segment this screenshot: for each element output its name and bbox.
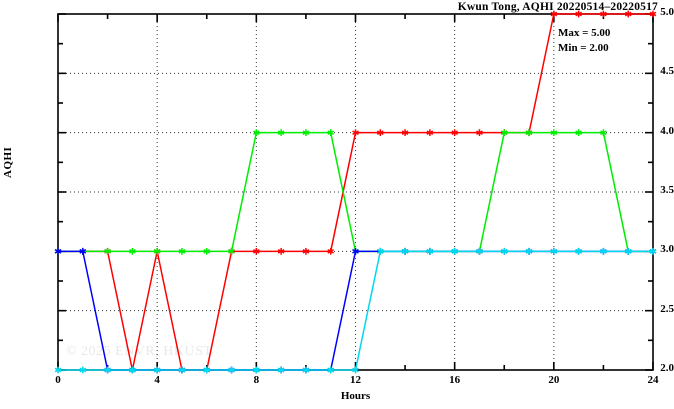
data-point-marker [277, 247, 285, 255]
data-point-marker [451, 247, 458, 255]
data-point-marker [54, 247, 62, 255]
data-point-marker [550, 247, 558, 255]
data-point-marker [352, 129, 359, 137]
axis-ticks [57, 13, 654, 371]
x-tick-label: 4 [154, 374, 160, 386]
data-point-marker [426, 247, 434, 255]
data-point-marker [352, 366, 359, 374]
max-annotation: Max = 5.00 [558, 27, 611, 39]
data-point-marker [376, 129, 384, 137]
data-point-marker [624, 10, 632, 18]
data-point-marker [327, 247, 335, 255]
x-tick-label: 16 [449, 374, 461, 386]
data-point-marker [575, 247, 582, 255]
data-point-marker [302, 366, 310, 374]
data-point-marker [253, 247, 260, 255]
data-point-marker [178, 366, 186, 374]
x-tick-label: 20 [548, 374, 560, 386]
data-point-marker [525, 129, 533, 137]
data-point-marker [550, 10, 558, 18]
data-point-marker [104, 247, 111, 255]
data-point-marker [79, 366, 87, 374]
y-tick-label: 2.5 [660, 302, 674, 315]
y-tick-label: 3.5 [660, 184, 674, 196]
data-point-marker [451, 129, 458, 137]
data-point-marker [401, 129, 409, 137]
series-20220517 [54, 247, 657, 374]
gridlines [58, 14, 653, 370]
data-point-marker [203, 366, 211, 374]
data-point-marker [253, 129, 260, 137]
data-point-marker [129, 366, 136, 374]
x-tick-label: 0 [55, 374, 61, 386]
data-point-marker [476, 247, 483, 255]
series-20220515 [54, 129, 657, 255]
x-axis-label: Hours [340, 390, 371, 402]
data-point-marker [327, 366, 335, 374]
data-point-marker [500, 129, 508, 137]
data-point-marker [153, 366, 161, 374]
data-point-marker [79, 247, 87, 255]
data-point-marker [600, 129, 607, 137]
data-point-marker [624, 247, 632, 255]
data-point-marker [104, 366, 111, 374]
data-point-marker [352, 247, 359, 255]
data-point-marker [54, 366, 62, 374]
data-point-marker [327, 129, 335, 137]
x-tick-label: 24 [647, 374, 659, 386]
data-point-marker [203, 247, 211, 255]
data-point-marker [277, 129, 285, 137]
data-point-marker [649, 10, 657, 18]
chart-title: Kwun Tong, AQHI 20220514–20220517 [457, 1, 658, 13]
y-tick-label: 4.5 [660, 65, 674, 78]
data-point-marker [228, 366, 235, 374]
data-point-marker [525, 247, 533, 255]
data-point-marker [575, 10, 582, 18]
data-point-marker [302, 247, 310, 255]
min-annotation: Min = 2.00 [558, 42, 609, 54]
data-point-marker [500, 247, 508, 255]
data-point-marker [426, 129, 434, 137]
data-point-marker [649, 247, 657, 255]
data-point-marker [253, 366, 260, 374]
data-point-marker [302, 129, 310, 137]
data-point-marker [401, 247, 409, 255]
data-point-marker [575, 129, 582, 137]
x-tick-label: 12 [350, 374, 361, 386]
data-point-marker [277, 366, 285, 374]
data-point-marker [600, 247, 607, 255]
y-tick-label: 3.0 [660, 243, 674, 256]
data-point-marker [376, 247, 384, 255]
data-point-marker [476, 129, 483, 137]
data-point-marker [129, 247, 136, 255]
x-tick-label: 8 [253, 374, 260, 386]
y-tick-label: 2.0 [660, 362, 674, 374]
data-point-marker [600, 10, 607, 18]
data-point-marker [228, 247, 235, 255]
y-tick-label: 4.0 [660, 124, 674, 137]
data-point-marker [550, 129, 558, 137]
data-point-marker [178, 247, 186, 255]
data-point-marker [153, 247, 161, 255]
axis-frame [57, 13, 654, 371]
y-tick-label: 5.0 [660, 6, 674, 18]
